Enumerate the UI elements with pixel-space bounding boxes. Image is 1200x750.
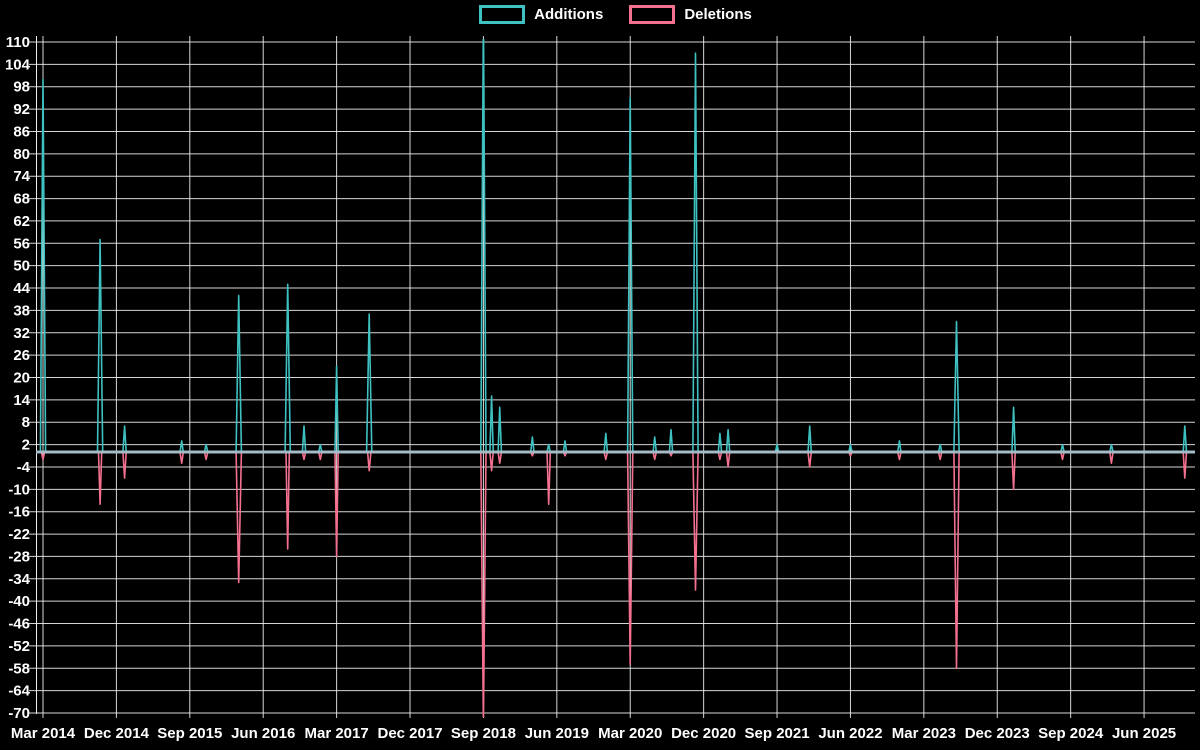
y-tick-label: 68: [13, 191, 30, 208]
y-tick-label: 92: [13, 101, 30, 118]
x-tick-label: Sep 2024: [1038, 725, 1104, 742]
x-tick-label: Mar 2014: [11, 725, 76, 742]
y-tick-label: -10: [8, 481, 30, 498]
legend-item-additions[interactable]: Additions: [479, 5, 603, 24]
y-tick-label: 26: [13, 347, 30, 364]
y-tick-label: 74: [13, 168, 30, 185]
x-tick-label: Jun 2022: [818, 725, 882, 742]
y-tick-label: 14: [13, 392, 30, 409]
y-tick-label: 2: [22, 437, 30, 454]
y-tick-label: -52: [8, 638, 30, 655]
y-tick-label: -58: [8, 660, 30, 677]
additions-swatch-icon: [479, 5, 526, 24]
y-tick-label: 38: [13, 302, 30, 319]
x-tick-label: Mar 2023: [892, 725, 956, 742]
additions-legend-label: Additions: [534, 6, 604, 23]
y-tick-label: 80: [13, 146, 30, 163]
y-tick-label: 110: [6, 34, 30, 51]
x-tick-label: Dec 2014: [84, 725, 150, 742]
x-tick-label: Dec 2017: [377, 725, 442, 742]
y-tick-label: -70: [8, 705, 30, 722]
x-tick-label: Sep 2021: [745, 725, 810, 742]
y-tick-label: -22: [8, 526, 30, 543]
y-tick-label: 8: [22, 414, 30, 431]
x-tick-label: Dec 2023: [965, 725, 1030, 742]
y-tick-label: 44: [13, 280, 30, 297]
deletions-legend-label: Deletions: [684, 6, 752, 23]
chart-legend: Additions Deletions: [36, 5, 1195, 24]
y-tick-label: 98: [13, 79, 30, 96]
y-tick-label: -40: [8, 593, 30, 610]
y-tick-label: -28: [8, 548, 30, 565]
x-tick-label: Jun 2025: [1112, 725, 1176, 742]
y-tick-label: -4: [17, 459, 31, 476]
y-tick-label: -16: [8, 504, 30, 521]
legend-item-deletions[interactable]: Deletions: [629, 5, 752, 24]
deletions-series-line: [36, 451, 1195, 717]
x-tick-label: Sep 2018: [451, 725, 516, 742]
y-tick-label: 86: [13, 123, 30, 140]
x-tick-label: Dec 2020: [671, 725, 736, 742]
x-tick-label: Mar 2017: [305, 725, 369, 742]
y-tick-label: -46: [8, 616, 30, 633]
x-tick-label: Jun 2016: [231, 725, 295, 742]
y-tick-label: -64: [8, 683, 30, 700]
x-tick-label: Mar 2020: [598, 725, 662, 742]
deletions-swatch-icon: [629, 5, 676, 24]
y-tick-label: 20: [13, 370, 30, 387]
y-tick-label: 50: [13, 258, 30, 275]
y-tick-label: 56: [13, 235, 30, 252]
y-tick-label: -34: [8, 571, 30, 588]
y-tick-label: 32: [13, 325, 30, 342]
y-tick-label: 62: [13, 213, 30, 230]
x-tick-label: Jun 2019: [525, 725, 589, 742]
y-tick-label: 104: [5, 56, 31, 73]
x-tick-label: Sep 2015: [157, 725, 222, 742]
additions-series-line: [36, 39, 1195, 453]
